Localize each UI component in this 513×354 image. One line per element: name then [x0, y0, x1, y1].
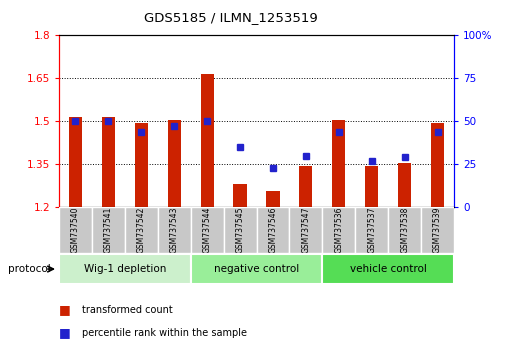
- Text: GSM737539: GSM737539: [433, 207, 442, 253]
- Bar: [365, 166, 378, 207]
- Bar: [69, 117, 82, 207]
- Text: transformed count: transformed count: [82, 305, 173, 315]
- Text: GSM737543: GSM737543: [170, 207, 179, 253]
- Text: GSM737547: GSM737547: [301, 207, 310, 253]
- Bar: [224, 207, 256, 253]
- Bar: [421, 207, 454, 253]
- Bar: [332, 120, 345, 207]
- Bar: [289, 207, 322, 253]
- Bar: [233, 184, 247, 207]
- Text: GSM737536: GSM737536: [334, 207, 343, 253]
- Bar: [398, 163, 411, 207]
- Bar: [59, 254, 191, 284]
- Bar: [168, 120, 181, 207]
- Text: ■: ■: [59, 303, 71, 316]
- Text: GSM737542: GSM737542: [137, 207, 146, 253]
- Bar: [299, 166, 312, 207]
- Text: protocol: protocol: [8, 264, 50, 274]
- Bar: [388, 207, 421, 253]
- Bar: [431, 123, 444, 207]
- Bar: [256, 207, 289, 253]
- Bar: [191, 254, 322, 284]
- Bar: [355, 207, 388, 253]
- Bar: [92, 207, 125, 253]
- Bar: [266, 192, 280, 207]
- Bar: [102, 117, 115, 207]
- Text: GSM737541: GSM737541: [104, 207, 113, 253]
- Text: Wig-1 depletion: Wig-1 depletion: [84, 264, 166, 274]
- Bar: [201, 74, 214, 207]
- Text: GSM737540: GSM737540: [71, 207, 80, 253]
- Text: GSM737545: GSM737545: [235, 207, 245, 253]
- Text: GSM737546: GSM737546: [268, 207, 278, 253]
- Text: negative control: negative control: [214, 264, 299, 274]
- Text: ■: ■: [59, 326, 71, 339]
- Text: GSM737538: GSM737538: [400, 207, 409, 253]
- Bar: [59, 207, 92, 253]
- Text: GSM737537: GSM737537: [367, 207, 376, 253]
- Bar: [322, 207, 355, 253]
- Text: GSM737544: GSM737544: [203, 207, 212, 253]
- Bar: [158, 207, 191, 253]
- Text: vehicle control: vehicle control: [350, 264, 427, 274]
- Bar: [191, 207, 224, 253]
- Bar: [135, 123, 148, 207]
- Bar: [125, 207, 158, 253]
- Text: GDS5185 / ILMN_1253519: GDS5185 / ILMN_1253519: [144, 11, 318, 24]
- Text: percentile rank within the sample: percentile rank within the sample: [82, 328, 247, 338]
- Bar: [322, 254, 454, 284]
